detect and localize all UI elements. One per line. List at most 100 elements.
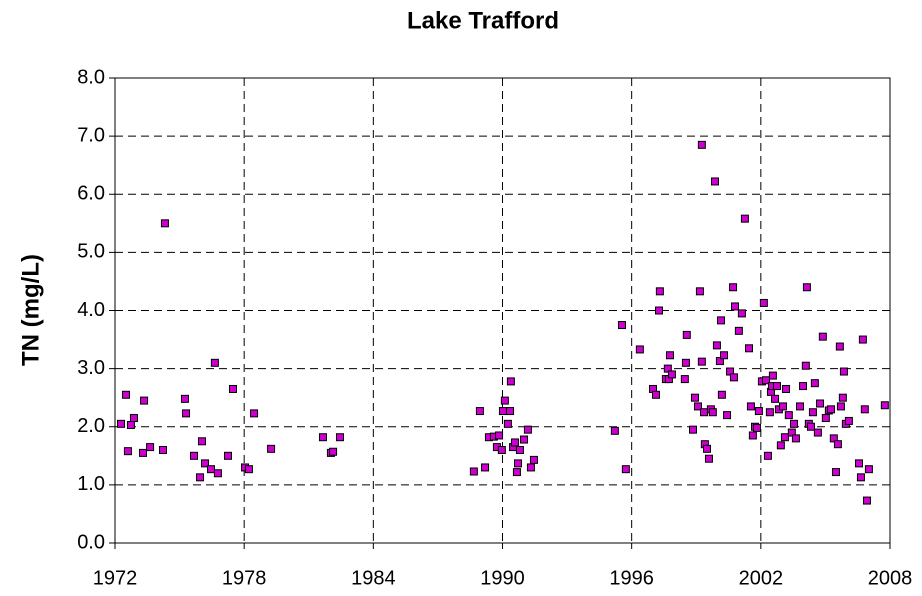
point — [196, 473, 205, 482]
point — [821, 414, 830, 423]
y-tick-label: 0.0 — [77, 531, 105, 553]
point — [224, 451, 233, 460]
point — [250, 409, 259, 418]
point — [771, 394, 780, 403]
point — [880, 401, 889, 410]
point — [621, 465, 630, 474]
point — [207, 465, 216, 474]
x-tick-label: 1978 — [222, 567, 267, 589]
point — [784, 411, 793, 420]
point — [697, 357, 706, 366]
point — [126, 421, 135, 430]
point — [681, 358, 690, 367]
point — [737, 309, 746, 318]
point — [782, 384, 791, 393]
point — [475, 407, 484, 416]
point — [159, 446, 168, 454]
point — [500, 396, 509, 405]
point — [506, 377, 515, 386]
point — [712, 341, 721, 350]
point — [858, 335, 867, 344]
point — [651, 390, 660, 399]
y-tick-label: 1.0 — [77, 473, 105, 495]
point — [710, 177, 719, 186]
point — [729, 373, 738, 382]
y-tick-label: 5.0 — [77, 241, 105, 263]
point — [776, 441, 785, 450]
y-tick-label: 6.0 — [77, 183, 105, 205]
point — [655, 287, 664, 296]
point — [816, 399, 825, 408]
point — [514, 459, 522, 468]
point — [746, 402, 755, 411]
point — [213, 469, 222, 478]
chart-title: Lake Trafford — [407, 7, 559, 34]
point — [129, 414, 138, 423]
point — [780, 433, 789, 442]
x-tick-label: 1996 — [609, 567, 654, 589]
point — [836, 402, 845, 411]
x-tick-label: 1984 — [351, 567, 396, 589]
point — [267, 444, 276, 453]
x-tick-label: 1990 — [480, 567, 525, 589]
point — [717, 390, 726, 399]
point — [806, 422, 815, 431]
point — [523, 425, 532, 434]
x-tick-label: 2008 — [868, 567, 913, 589]
point — [810, 379, 819, 388]
point — [335, 433, 344, 442]
point — [765, 408, 774, 417]
point — [818, 332, 827, 341]
point — [772, 382, 781, 391]
point — [744, 344, 753, 353]
point — [703, 444, 712, 453]
point — [200, 459, 209, 468]
point — [160, 219, 169, 228]
point — [715, 357, 724, 366]
point — [495, 431, 504, 440]
point — [244, 465, 253, 474]
point — [856, 473, 865, 482]
point — [690, 393, 699, 402]
point — [667, 370, 676, 379]
point — [827, 405, 836, 414]
point — [717, 316, 726, 325]
point — [697, 140, 706, 149]
point — [695, 287, 704, 296]
point — [720, 351, 729, 360]
point — [680, 375, 689, 384]
point — [182, 409, 191, 418]
point — [526, 463, 535, 472]
point — [763, 451, 772, 460]
y-tick-label: 4.0 — [77, 299, 105, 321]
point — [498, 407, 507, 416]
point — [862, 496, 871, 505]
point — [799, 382, 808, 391]
point — [123, 447, 132, 456]
point — [802, 283, 811, 292]
point — [510, 438, 519, 447]
point — [748, 431, 757, 440]
point — [789, 419, 798, 428]
y-axis-label: TN (mg/L) — [17, 254, 44, 366]
y-tick-label: 2.0 — [77, 415, 105, 437]
point — [729, 283, 738, 292]
point — [860, 405, 869, 414]
point — [506, 407, 515, 416]
point — [723, 411, 732, 420]
point — [228, 384, 237, 393]
point — [864, 465, 873, 474]
point — [835, 342, 844, 351]
point — [210, 358, 219, 367]
point — [665, 351, 674, 360]
point — [481, 463, 490, 472]
point — [708, 408, 717, 417]
point — [515, 446, 524, 454]
point — [503, 419, 512, 428]
y-tick-label: 3.0 — [77, 357, 105, 379]
point — [655, 306, 664, 315]
point — [833, 440, 842, 449]
point — [791, 434, 800, 443]
point — [844, 416, 853, 425]
